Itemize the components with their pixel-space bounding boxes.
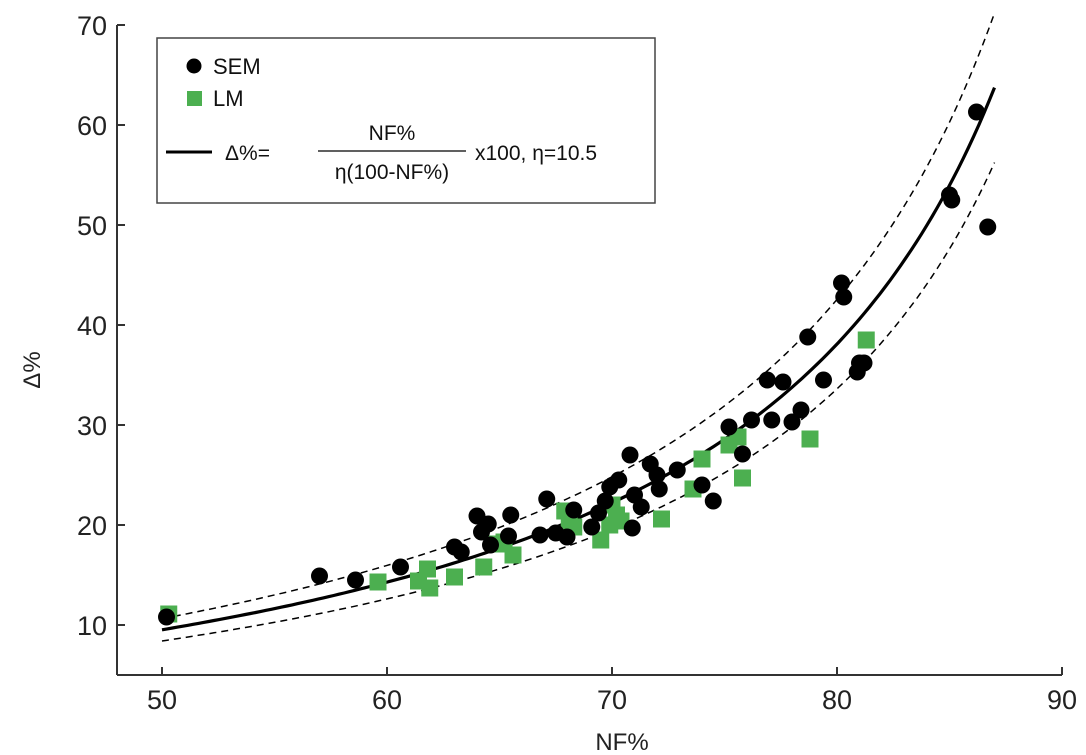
sem-point [583, 518, 601, 536]
sem-point [668, 461, 686, 479]
y-tick-label: 10 [77, 611, 107, 641]
lm-point [504, 546, 522, 564]
sem-point [632, 498, 650, 516]
lm-point [693, 450, 711, 468]
sem-point [835, 288, 853, 306]
sem-point [558, 528, 576, 546]
lm-point [801, 430, 819, 448]
lm-point [419, 560, 436, 578]
sem-point [452, 543, 470, 561]
y-tick-label: 30 [77, 411, 107, 441]
sem-point [610, 471, 628, 489]
lm-point [653, 510, 670, 528]
sem-point [482, 536, 499, 554]
legend-box [156, 37, 656, 204]
sem-point [158, 608, 175, 626]
sem-point [500, 527, 517, 545]
legend-lm-label: LM [213, 86, 244, 111]
sem-point [774, 373, 792, 391]
sem-points [158, 103, 997, 626]
sem-point [783, 413, 801, 431]
lm-point [446, 568, 463, 586]
sem-point [531, 526, 549, 544]
sem-point [758, 371, 776, 389]
y-axis-title: Δ% [19, 351, 46, 388]
sem-point [763, 411, 781, 429]
y-tick-label: 60 [77, 111, 107, 141]
sem-point [743, 411, 760, 429]
sem-point [621, 446, 639, 464]
sem-point [968, 103, 985, 121]
x-tick-label: 90 [1047, 685, 1077, 715]
upper-bound-curve [161, 12, 996, 620]
sem-point [565, 501, 583, 519]
x-ticks: 50 60 70 80 90 [147, 667, 1077, 715]
y-tick-label: 70 [77, 11, 107, 41]
legend-fit-numerator: NF% [369, 122, 416, 145]
x-tick-label: 70 [597, 685, 627, 715]
sem-point [648, 466, 666, 484]
x-tick-label: 50 [147, 685, 177, 715]
axes [116, 25, 1062, 676]
y-tick-label: 40 [77, 311, 107, 341]
x-tick-label: 60 [372, 685, 402, 715]
sem-point [979, 218, 997, 236]
y-ticks: 10 20 30 40 50 60 70 [77, 11, 125, 641]
lm-point [475, 558, 493, 576]
sem-point [815, 371, 832, 389]
legend-sem-label: SEM [213, 54, 261, 79]
lm-point [734, 469, 751, 487]
legend-fit-denominator: η(100-NF%) [335, 161, 449, 184]
sem-point [693, 476, 711, 494]
y-tick-label: 50 [77, 211, 107, 241]
x-axis-title: NF% [595, 729, 648, 755]
sem-point [538, 490, 556, 508]
fit-curve [161, 86, 996, 632]
sem-point [392, 558, 409, 576]
sem-point [799, 328, 817, 346]
sem-point [720, 418, 738, 436]
legend-fit-suffix: x100, η=10.5 [475, 142, 597, 165]
sem-point [855, 354, 873, 372]
sem-point [943, 191, 961, 209]
lm-point [421, 579, 439, 597]
sem-point [650, 480, 668, 498]
sem-point [704, 492, 722, 510]
legend-sem-marker [186, 58, 202, 74]
sem-point [833, 274, 850, 292]
sem-point [792, 401, 810, 419]
sem-point [596, 492, 614, 510]
lm-point [592, 531, 610, 549]
y-tick-label: 20 [77, 511, 107, 541]
sem-point [734, 445, 751, 463]
sem-point [623, 519, 641, 537]
sem-point [311, 567, 328, 585]
sem-point [347, 571, 364, 589]
legend-lm-marker [187, 91, 202, 106]
lm-point [857, 331, 875, 349]
x-tick-label: 80 [822, 685, 852, 715]
lower-bound-curve [161, 162, 996, 642]
legend: SEM LM Δ%= NF% η(100-NF%) x100, η=10.5 [156, 37, 656, 204]
lm-point [369, 573, 387, 591]
sem-point [479, 515, 497, 533]
sem-point [502, 506, 520, 524]
legend-fit-lhs: Δ%= [225, 142, 270, 165]
